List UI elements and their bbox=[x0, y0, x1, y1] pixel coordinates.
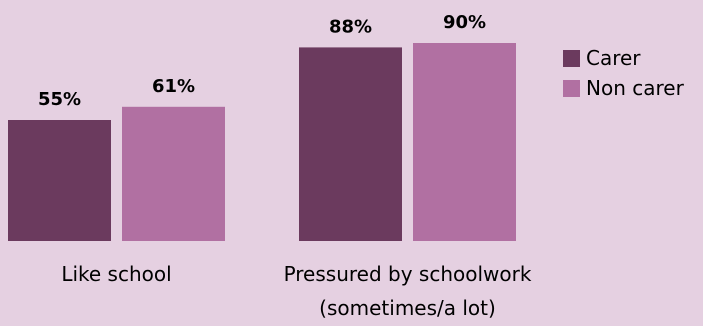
legend-swatch bbox=[563, 80, 580, 97]
category-label: Pressured by schoolwork bbox=[284, 262, 532, 286]
bar-1-carer bbox=[8, 120, 111, 241]
category-label: (sometimes/a lot) bbox=[319, 296, 496, 320]
category-label: Like school bbox=[61, 262, 171, 286]
value-labels-layer: 55% 61% 88% 90% bbox=[38, 12, 486, 110]
category-labels-layer: Like school Pressured by schoolwork (somet… bbox=[61, 262, 532, 320]
value-label: 90% bbox=[443, 12, 486, 33]
legend-label: Carer bbox=[586, 46, 641, 70]
legend-swatch bbox=[563, 50, 580, 67]
bars-layer bbox=[8, 43, 516, 242]
bar-2-non-carer bbox=[413, 43, 516, 241]
legend-label: Non carer bbox=[586, 76, 685, 100]
value-label: 61% bbox=[152, 76, 195, 97]
bar-2-carer bbox=[299, 47, 402, 242]
value-label: 55% bbox=[38, 89, 81, 110]
value-label: 88% bbox=[329, 16, 372, 37]
bar-1-non-carer bbox=[122, 106, 225, 241]
legend: Carer Non carer bbox=[563, 46, 685, 100]
